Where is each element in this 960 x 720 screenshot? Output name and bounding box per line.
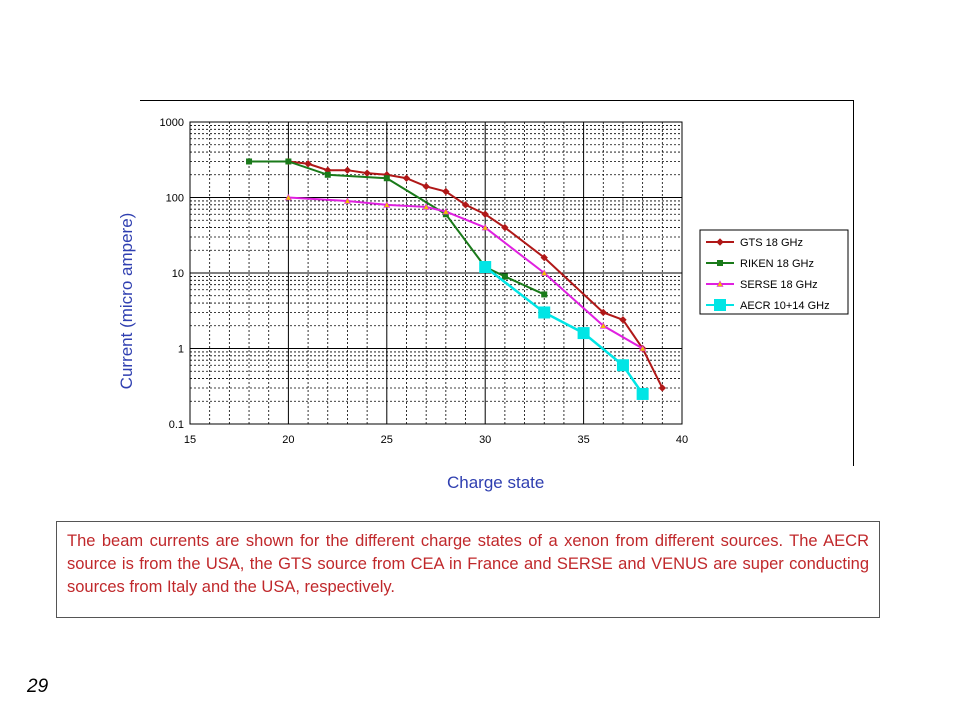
x-tick-label: 40: [676, 434, 688, 446]
data-point-gts-18-ghz: [619, 316, 627, 324]
x-axis-label: Charge state: [447, 473, 545, 492]
data-point-gts-18-ghz: [658, 384, 667, 392]
data-point-riken-18-ghz: [541, 291, 548, 298]
legend-label-serse-18-ghz: SERSE 18 GHz: [740, 279, 818, 291]
data-point-serse-18-ghz: [343, 197, 351, 204]
data-point-serse-18-ghz: [383, 201, 391, 208]
data-point-gts-18-ghz: [442, 187, 450, 196]
legend-label-aecr-10-14-ghz: AECR 10+14 GHz: [740, 300, 830, 312]
data-point-riken-18-ghz: [285, 158, 292, 165]
data-point-riken-18-ghz: [324, 171, 331, 178]
data-point-aecr-10-14-ghz: [616, 359, 629, 372]
data-point-gts-18-ghz: [402, 174, 411, 182]
data-point-serse-18-ghz: [639, 344, 647, 352]
plot-border: [189, 121, 683, 425]
caption-box: The beam currents are shown for the diff…: [56, 521, 880, 618]
legend-marker-aecr-10-14-ghz: [714, 299, 726, 311]
data-point-serse-18-ghz: [284, 193, 292, 201]
data-point-serse-18-ghz: [422, 203, 430, 210]
x-tick-label: 15: [184, 434, 196, 446]
series-line-riken-18-ghz: [249, 160, 545, 296]
data-point-aecr-10-14-ghz: [636, 387, 649, 400]
data-point-serse-18-ghz: [540, 269, 548, 276]
data-point-serse-18-ghz: [599, 322, 607, 329]
data-point-aecr-10-14-ghz: [479, 261, 492, 274]
caption-text: The beam currents are shown for the diff…: [67, 532, 869, 596]
legend-marker-serse-18-ghz: [716, 280, 724, 287]
legend-label-gts-18-ghz: GTS 18 GHz: [740, 237, 803, 249]
x-tick-label: 30: [479, 434, 491, 446]
data-point-gts-18-ghz: [304, 160, 312, 168]
chart-frame: [140, 100, 854, 466]
data-point-gts-18-ghz: [540, 253, 548, 262]
legend-marker-gts-18-ghz: [716, 238, 724, 246]
data-point-riken-18-ghz: [383, 175, 390, 182]
x-tick-label: 25: [381, 434, 393, 446]
chart: 0.1 1 10 100 1000 15 20 25 30 35 40 GTS 18 GHz RIKEN…: [160, 117, 849, 446]
data-point-aecr-10-14-ghz: [577, 327, 590, 340]
y-tick-label: 100: [166, 193, 184, 205]
y-axis-label: Current (micro ampere): [117, 212, 136, 390]
data-point-gts-18-ghz: [501, 223, 509, 232]
data-point-gts-18-ghz: [481, 210, 489, 218]
data-point-gts-18-ghz: [461, 201, 470, 209]
x-tick-label: 35: [577, 434, 589, 446]
data-point-riken-18-ghz: [501, 273, 508, 280]
slide-number: 29: [27, 676, 49, 697]
data-point-riken-18-ghz: [246, 158, 253, 165]
y-tick-label: 1: [178, 344, 184, 356]
data-point-serse-18-ghz: [481, 223, 489, 231]
data-point-gts-18-ghz: [599, 308, 607, 317]
data-point-serse-18-ghz: [442, 207, 450, 215]
legend-label-riken-18-ghz: RIKEN 18 GHz: [740, 258, 814, 270]
legend-marker-riken-18-ghz: [717, 260, 723, 266]
x-tick-label: 20: [282, 434, 294, 446]
y-tick-label: 1000: [160, 117, 184, 129]
y-tick-label: 0.1: [169, 419, 184, 431]
data-point-gts-18-ghz: [343, 166, 352, 174]
data-point-gts-18-ghz: [422, 182, 430, 191]
y-tick-label: 10: [172, 268, 184, 280]
data-point-aecr-10-14-ghz: [538, 306, 551, 319]
